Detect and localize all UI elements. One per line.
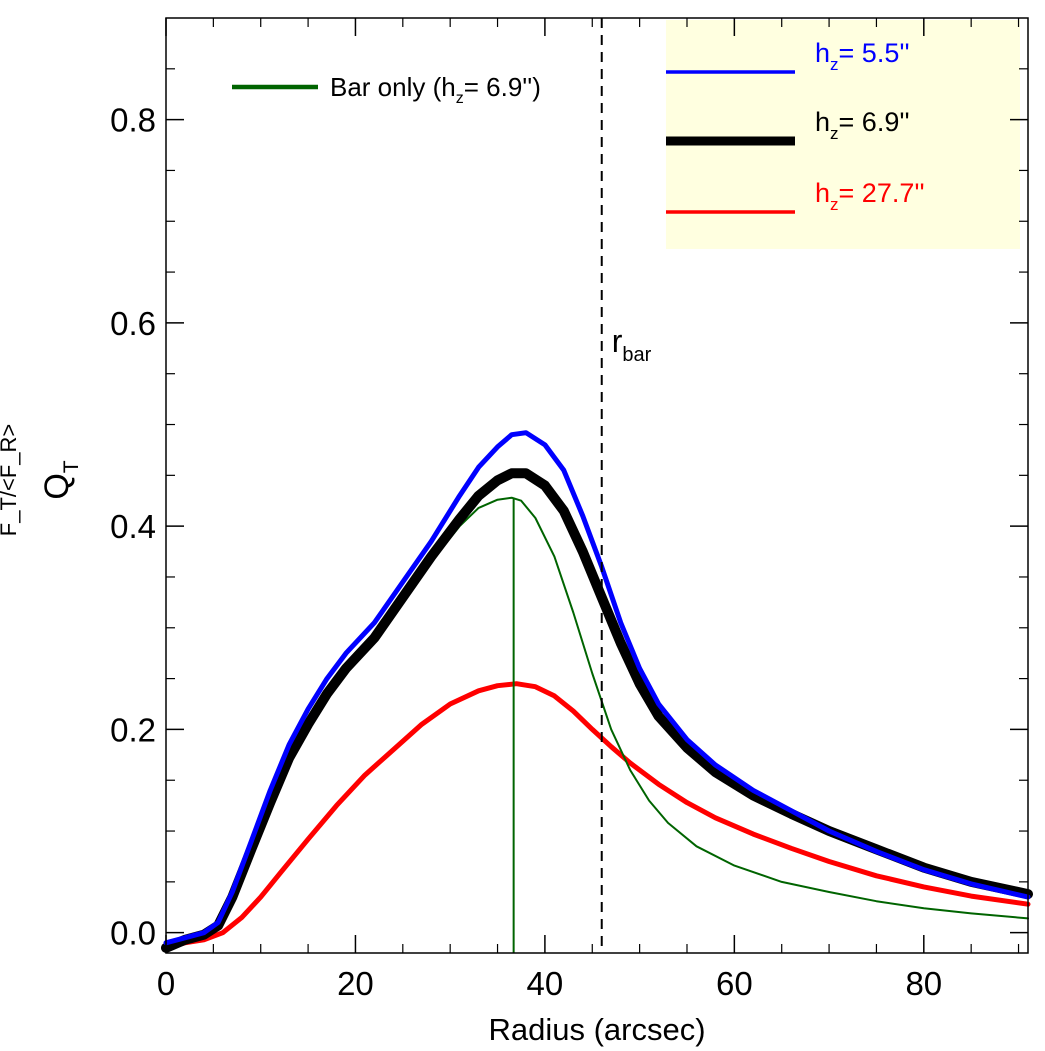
legend-label-1: hz= 6.9'' [815, 107, 910, 143]
x-tick-label: 20 [337, 965, 374, 1002]
y-tick-label: 0.2 [110, 711, 156, 748]
legend-box-group: hz= 5.5'' hz= 6.9'' hz= 27.7'' [666, 20, 1020, 249]
series-layer [161, 430, 1033, 953]
inside-legend: Bar only (hz= 6.9'') [232, 72, 541, 107]
y-axis-secondary-label: F_T/<F_R> [0, 424, 21, 536]
ticks-layer [165, 18, 1028, 953]
series-line-2 [163, 681, 1031, 951]
x-tick-label: 60 [716, 965, 753, 1002]
x-tick-label: 0 [157, 965, 175, 1002]
y-axis-label: QT [38, 460, 83, 499]
vertical-lines-layer: rbar [512, 18, 652, 953]
x-tick-label: 40 [527, 965, 564, 1002]
legend-label-2: hz= 27.7'' [815, 178, 925, 214]
r-bar-label: rbar [612, 323, 652, 366]
y-tick-label: 0.0 [110, 915, 156, 952]
labels-layer: 0 20 40 60 80 0.0 0.2 0.4 0.6 0.8 QT F_T/<F_R> [0, 102, 942, 1002]
series-line-0 [163, 430, 1031, 946]
y-tick-label: 0.4 [110, 508, 156, 545]
y-tick-label: 0.6 [110, 305, 156, 342]
series-line-1 [161, 468, 1033, 953]
y-axis-label-group: QT [38, 460, 83, 499]
legend-label-0: hz= 5.5'' [815, 38, 910, 74]
bar-only-label: Bar only (hz= 6.9'') [330, 72, 541, 107]
x-tick-label: 80 [905, 965, 942, 1002]
y-tick-label: 0.8 [110, 102, 156, 139]
y-axis-secondary-label-group: F_T/<F_R> [0, 424, 21, 536]
plot-frame [165, 17, 1029, 954]
x-axis-label: Radius (arcsec) [488, 1012, 705, 1047]
